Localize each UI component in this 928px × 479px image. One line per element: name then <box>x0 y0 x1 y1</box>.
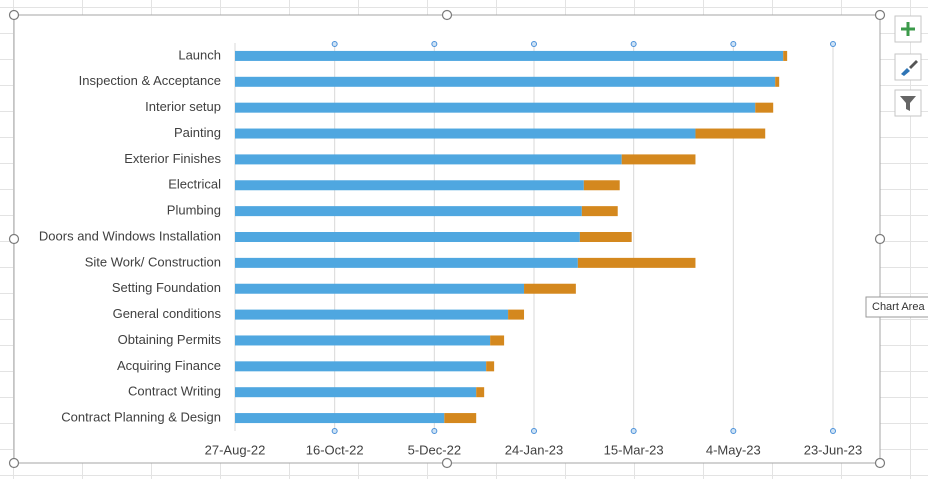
bar <box>490 335 505 346</box>
x-tick-label: 24-Jan-23 <box>505 442 564 457</box>
gridline-handle <box>730 41 737 47</box>
y-tick-label: Acquiring Finance <box>117 358 221 373</box>
gridline-handle <box>331 41 338 47</box>
bar <box>235 387 477 398</box>
gridline-handle <box>331 428 338 434</box>
x-tick-label: 16-Oct-22 <box>306 442 364 457</box>
chart-filters-button[interactable] <box>894 89 922 117</box>
y-tick-label: Doors and Windows Installation <box>39 228 221 243</box>
y-tick-label: Contract Planning & Design <box>61 410 221 425</box>
chart-styles-button[interactable] <box>894 53 922 81</box>
tooltip-text: Chart Area <box>872 301 925 313</box>
bar <box>235 361 487 372</box>
x-tick-label: 4-May-23 <box>706 442 761 457</box>
y-tick-label: General conditions <box>113 306 222 321</box>
bar <box>775 76 780 87</box>
y-tick-label: Obtaining Permits <box>118 332 222 347</box>
bar <box>235 128 696 139</box>
bar <box>235 257 578 268</box>
bar <box>577 257 696 268</box>
tooltip: Chart Area <box>865 296 928 318</box>
bar <box>581 206 618 217</box>
selection-handles <box>8 9 886 469</box>
bar <box>508 309 525 320</box>
bar <box>235 309 509 320</box>
bar <box>444 413 477 424</box>
gridline-handle <box>630 428 637 434</box>
chart-elements-button[interactable] <box>894 15 922 43</box>
y-tick-label: Interior setup <box>145 99 221 114</box>
x-tick-label: 27-Aug-22 <box>205 442 266 457</box>
gridline-handle <box>531 41 537 47</box>
y-tick-label: Plumbing <box>167 203 221 218</box>
bar <box>235 283 525 294</box>
bar <box>583 180 620 191</box>
y-tick-label: Electrical <box>168 177 221 192</box>
y-tick-label: Painting <box>174 125 221 140</box>
bar <box>695 128 766 139</box>
x-tick-label: 5-Dec-22 <box>408 442 461 457</box>
bar <box>476 387 485 398</box>
bar <box>486 361 495 372</box>
bar <box>235 335 491 346</box>
gridline-handle <box>730 428 737 434</box>
y-tick-label: Inspection & Acceptance <box>79 73 221 88</box>
gridline-handle <box>830 428 836 434</box>
gridline-handle <box>830 41 836 47</box>
bar <box>235 154 622 165</box>
bar <box>235 232 580 242</box>
gridline-handle <box>431 428 438 434</box>
gridline-handle <box>531 428 537 434</box>
bar <box>235 180 584 191</box>
bar <box>235 102 756 113</box>
bar <box>235 50 784 61</box>
x-tick-label: 15-Mar-23 <box>604 442 664 457</box>
y-tick-label: Setting Foundation <box>112 280 221 295</box>
y-tick-label: Contract Writing <box>128 384 221 399</box>
bar <box>621 154 696 165</box>
y-tick-label: Launch <box>178 47 221 62</box>
bar <box>235 206 582 217</box>
x-tick-label: 23-Jun-23 <box>804 442 863 457</box>
gridline-handle <box>431 41 438 47</box>
bar <box>755 102 774 113</box>
gridline-handle <box>630 41 637 47</box>
y-tick-label: Site Work/ Construction <box>85 254 221 269</box>
y-tick-label: Exterior Finishes <box>124 151 221 166</box>
bar <box>579 232 632 242</box>
bar <box>235 413 445 424</box>
bar <box>235 76 776 87</box>
bar <box>524 283 576 294</box>
bar <box>783 50 788 61</box>
